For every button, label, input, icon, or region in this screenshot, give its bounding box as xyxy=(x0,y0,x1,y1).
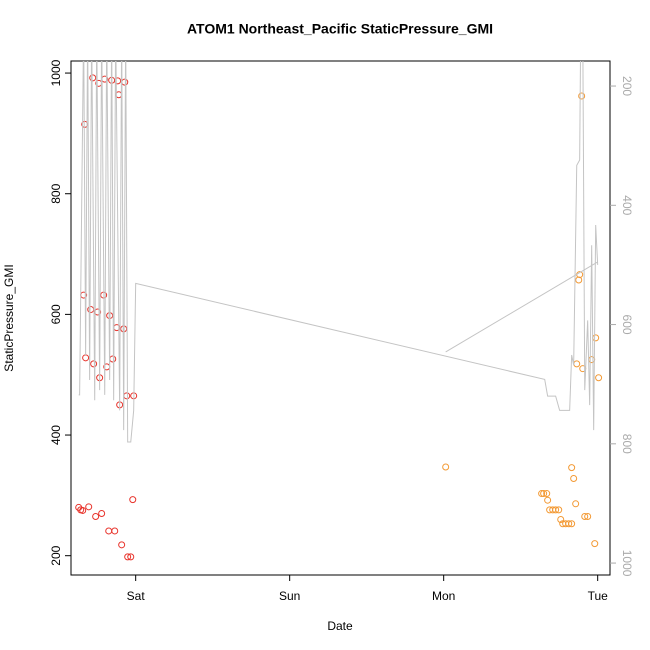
data-point xyxy=(591,540,599,548)
y2-tick-label: 400 xyxy=(620,195,634,215)
y-tick-label: 600 xyxy=(49,304,63,324)
y-tick-label: 400 xyxy=(49,425,63,445)
data-point xyxy=(557,515,565,523)
data-point xyxy=(79,506,87,514)
x-tick-label: Sun xyxy=(279,589,300,603)
y-tick-label: 1000 xyxy=(49,59,63,86)
chart-title: ATOM1 Northeast_Pacific StaticPressure_G… xyxy=(187,21,493,37)
y-tick-label: 800 xyxy=(49,183,63,203)
data-point xyxy=(584,512,592,520)
data-point xyxy=(124,553,132,561)
x-tick-label: Tue xyxy=(588,589,609,603)
x-axis-label: Date xyxy=(327,619,353,633)
y2-tick-label: 1000 xyxy=(620,550,634,577)
data-point xyxy=(442,463,450,471)
data-point xyxy=(85,503,93,511)
plot-frame xyxy=(70,60,611,576)
data-point xyxy=(89,74,97,82)
data-point xyxy=(123,392,131,400)
data-point xyxy=(573,360,581,368)
y2-tick-label: 600 xyxy=(620,315,634,335)
data-point xyxy=(94,308,102,316)
data-point xyxy=(588,356,596,364)
plot-area xyxy=(75,61,603,561)
data-point xyxy=(568,464,576,472)
data-point xyxy=(82,354,90,362)
data-point xyxy=(595,374,603,382)
data-point xyxy=(581,512,589,520)
data-point xyxy=(127,553,135,561)
data-point xyxy=(98,509,106,517)
data-point xyxy=(572,500,580,508)
x-tick-label: Sat xyxy=(127,589,146,603)
data-point xyxy=(111,527,119,535)
data-point xyxy=(552,506,560,514)
data-point xyxy=(90,360,98,368)
data-point xyxy=(121,78,129,86)
data-point xyxy=(87,306,95,314)
y2-tick-label: 800 xyxy=(620,434,634,454)
data-point xyxy=(592,334,600,342)
data-point xyxy=(578,92,586,100)
data-point xyxy=(538,490,546,498)
data-point xyxy=(114,77,122,85)
data-point xyxy=(540,490,548,498)
data-point xyxy=(543,490,551,498)
data-point xyxy=(118,541,126,549)
data-point xyxy=(570,474,578,482)
data-point xyxy=(555,506,563,514)
depth-line xyxy=(78,61,599,443)
x-tick-label: Mon xyxy=(432,589,455,603)
data-point xyxy=(105,527,113,535)
data-point xyxy=(544,496,552,504)
data-point xyxy=(568,520,576,528)
data-point xyxy=(92,512,100,520)
data-point xyxy=(109,355,117,363)
y-axis-label: StaticPressure_GMI xyxy=(2,264,16,371)
data-point xyxy=(129,496,137,504)
data-point xyxy=(565,520,573,528)
y-tick-label: 200 xyxy=(49,545,63,565)
y2-tick-label: 200 xyxy=(620,76,634,96)
